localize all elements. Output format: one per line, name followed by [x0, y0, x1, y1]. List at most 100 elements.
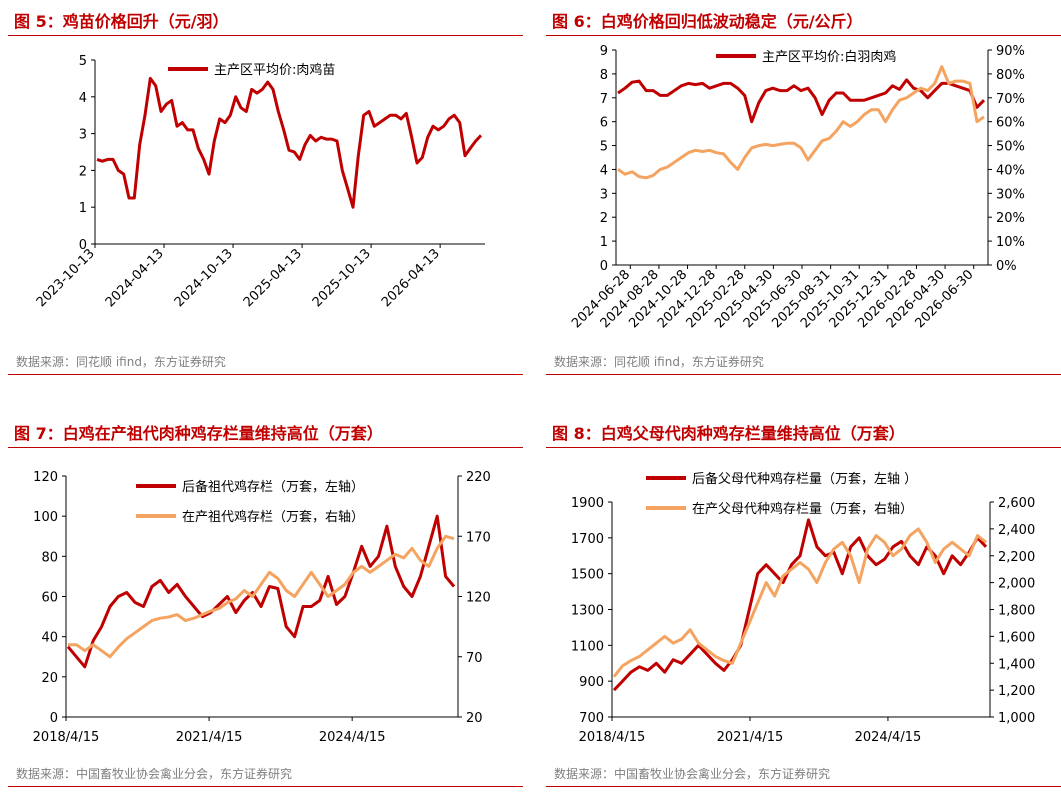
source-rule: [8, 786, 523, 787]
y-tick-label: 1300: [571, 604, 604, 619]
series-line-2: [612, 527, 987, 678]
y-tick-label: 3: [600, 187, 608, 202]
chart-source: 数据来源：中国畜牧业协会禽业分会，东方证券研究: [554, 767, 831, 781]
x-tick-label: 2021/4/15: [717, 730, 784, 745]
y-tick-label: 4: [600, 163, 608, 178]
legend-label: 在产父母代种鸡存栏量（万套，右轴）: [692, 501, 913, 517]
y-tick-label: 20: [41, 671, 58, 686]
y2-tick-label: 40%: [996, 163, 1025, 178]
chart-panel-fig6: 图 6：白鸡价格回归低波动稳定（元/公斤） 0 1 2 3 4 5 6 7 8 9 0% 10% 20%…: [546, 2, 1061, 387]
y2-tick-label: 1,400: [998, 657, 1035, 672]
series-line-1: [66, 514, 456, 669]
y2-tick-label: 10%: [996, 235, 1025, 250]
y-tick-label: 1: [79, 201, 87, 216]
y-tick-label: 9: [600, 44, 608, 59]
chart-panel-fig8: 图 8：白鸡父母代肉种鸡存栏量维持高位（万套） 700 900 1100 1300 15…: [546, 414, 1061, 799]
y2-tick-label: 20%: [996, 211, 1025, 226]
x-tick-label: 2024/4/15: [855, 730, 922, 745]
legend-label: 后备祖代鸡存栏（万套，左轴）: [182, 479, 364, 495]
series-line-1: [617, 78, 986, 124]
legend-label: 主产区平均价:肉鸡苗: [214, 62, 335, 78]
y-tick-label: 7: [600, 92, 608, 107]
legend-label: 后备父母代种鸡存栏量（万套，左轴 ）: [692, 471, 917, 487]
x-tick-label: 2021/4/15: [176, 730, 243, 745]
y2-tick-label: 1,200: [998, 684, 1035, 699]
chart-panel-fig5: 图 5：鸡苗价格回升（元/羽） 0 1 2 3 4 5 2023-10-13 2024-04-…: [8, 2, 523, 387]
series-line-2: [68, 534, 455, 659]
chart-panel-fig7: 图 7：白鸡在产祖代肉种鸡存栏量维持高位（万套） 0 20 40 60 80 100 120…: [8, 414, 523, 799]
x-tick-label: 2025-10-13: [310, 246, 374, 310]
y-tick-label: 900: [579, 675, 604, 690]
y-tick-label: 700: [579, 711, 604, 726]
y2-tick-label: 2,600: [998, 496, 1035, 511]
y2-tick-label: 80%: [996, 68, 1025, 83]
y-tick-label: 5: [79, 54, 87, 69]
y-tick-label: 2: [600, 211, 608, 226]
y2-tick-label: 20: [466, 711, 483, 726]
y-tick-label: 1100: [571, 639, 604, 654]
series-line-1: [96, 76, 483, 209]
x-tick-label: 2024-04-13: [103, 246, 167, 310]
y2-tick-label: 120: [466, 591, 491, 606]
y2-tick-label: 220: [466, 470, 491, 485]
x-tick-label: 2018/4/15: [33, 730, 100, 745]
x-tick-label: 2023-10-13: [34, 246, 98, 310]
y2-tick-label: 2,200: [998, 550, 1035, 565]
legend-label: 主产区平均价:白羽肉鸡: [762, 49, 896, 65]
y2-tick-label: 0%: [996, 259, 1017, 274]
y-tick-label: 100: [33, 510, 58, 525]
source-rule: [546, 786, 1061, 787]
y-tick-label: 1: [600, 235, 608, 250]
series-line-2: [617, 65, 985, 180]
y2-tick-label: 1,800: [998, 604, 1035, 619]
y2-tick-label: 70%: [996, 92, 1025, 107]
y2-tick-label: 2,400: [998, 523, 1035, 538]
chart-fig5: 0 1 2 3 4 5 2023-10-13 2024-04-13 2024-10-13 2025…: [34, 54, 485, 310]
y2-tick-label: 50%: [996, 140, 1025, 155]
y-tick-label: 5: [600, 140, 608, 155]
y-tick-label: 0: [50, 711, 58, 726]
title-rule: [8, 35, 523, 36]
y2-tick-label: 70: [466, 651, 483, 666]
y-tick-label: 2: [79, 164, 87, 179]
series-line-1: [612, 518, 988, 692]
y-tick-label: 0: [600, 259, 608, 274]
y-tick-label: 3: [79, 128, 87, 143]
source-rule: [8, 374, 523, 375]
y-tick-label: 40: [41, 631, 58, 646]
legend-label: 在产祖代鸡存栏（万套，右轴）: [182, 509, 364, 525]
y-tick-label: 0: [79, 238, 87, 253]
title-rule: [546, 447, 1061, 448]
y2-tick-label: 60%: [996, 116, 1025, 131]
chart-source: 数据来源：同花顺 ifind，东方证券研究: [554, 355, 764, 369]
chart-fig6: 01234567890%10%20%30%40%50%60%70%80%90%2…: [569, 44, 1025, 331]
chart-fig8: 700 900 1100 1300 1500 1700 1900 1,000 1,200 1,40…: [571, 471, 1035, 745]
y-tick-label: 8: [600, 68, 608, 83]
y2-tick-label: 1,600: [998, 630, 1035, 645]
y-tick-label: 60: [41, 591, 58, 606]
y-tick-label: 1700: [571, 532, 604, 547]
title-rule: [8, 447, 523, 448]
chart-title: 图 5：鸡苗价格回升（元/羽）: [14, 12, 229, 31]
x-tick-label: 2018/4/15: [579, 730, 646, 745]
y2-tick-label: 30%: [996, 187, 1025, 202]
y2-tick-label: 2,000: [998, 577, 1035, 592]
y-tick-label: 4: [79, 91, 87, 106]
y2-tick-label: 170: [466, 530, 491, 545]
chart-source: 数据来源：中国畜牧业协会禽业分会，东方证券研究: [16, 767, 293, 781]
source-rule: [546, 374, 1061, 375]
x-tick-label: 2024-10-13: [172, 246, 236, 310]
x-tick-label: 2026-04-13: [379, 246, 443, 310]
chart-title: 图 6：白鸡价格回归低波动稳定（元/公斤）: [552, 12, 863, 31]
y-tick-label: 120: [33, 470, 58, 485]
x-tick-label: 2024/4/15: [319, 730, 386, 745]
chart-title: 图 8：白鸡父母代肉种鸡存栏量维持高位（万套）: [552, 424, 905, 443]
y-tick-label: 80: [41, 550, 58, 565]
y-tick-label: 1900: [571, 496, 604, 511]
chart-fig7: 0 20 40 60 80 100 120 20 70 120 170 220 2018/4/15 202…: [33, 470, 491, 745]
y2-tick-label: 1,000: [998, 711, 1035, 726]
y-tick-label: 6: [600, 116, 608, 131]
chart-title: 图 7：白鸡在产祖代肉种鸡存栏量维持高位（万套）: [14, 424, 383, 443]
title-rule: [546, 35, 1061, 36]
y2-tick-label: 90%: [996, 44, 1025, 59]
